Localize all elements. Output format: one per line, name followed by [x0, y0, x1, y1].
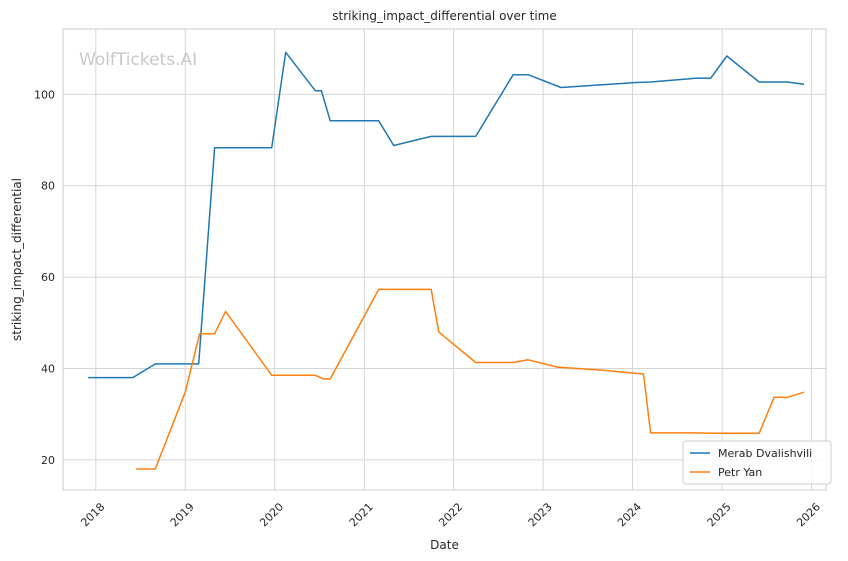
x-tick-label: 2023: [526, 500, 555, 529]
x-tick-label: 2019: [168, 500, 197, 529]
x-tick-label: 2026: [794, 500, 823, 529]
legend: Merab Dvalishvili Petr Yan: [682, 440, 832, 485]
x-axis-title: Date: [430, 538, 459, 552]
y-tick-label: 80: [41, 180, 55, 193]
x-tick-label: 2025: [705, 500, 734, 529]
legend-label: Merab Dvalishvili: [718, 447, 812, 460]
x-tick-label: 2018: [78, 500, 107, 529]
x-tick-label: 2022: [436, 500, 465, 529]
plot-frame: [62, 28, 827, 491]
legend-label: Petr Yan: [718, 466, 762, 479]
series-lines: [88, 51, 805, 470]
y-axis-title: striking_impact_differential: [10, 178, 24, 341]
y-tick-label: 40: [41, 362, 55, 375]
y-tick-label: 20: [41, 454, 55, 467]
series-line-merab-dvalishvili: [88, 51, 805, 379]
y-tick-label: 100: [34, 88, 55, 101]
watermark: WolfTickets.AI: [79, 50, 197, 70]
chart-title: striking_impact_differential over time: [332, 9, 557, 23]
series-line-petr-yan: [136, 288, 805, 470]
x-tick-label: 2020: [257, 500, 286, 529]
y-tick-label: 60: [41, 271, 55, 284]
x-tick-label: 2021: [347, 500, 376, 529]
legend-box: [682, 440, 832, 485]
grid-lines: [63, 29, 826, 490]
x-tick-label: 2024: [615, 500, 644, 529]
